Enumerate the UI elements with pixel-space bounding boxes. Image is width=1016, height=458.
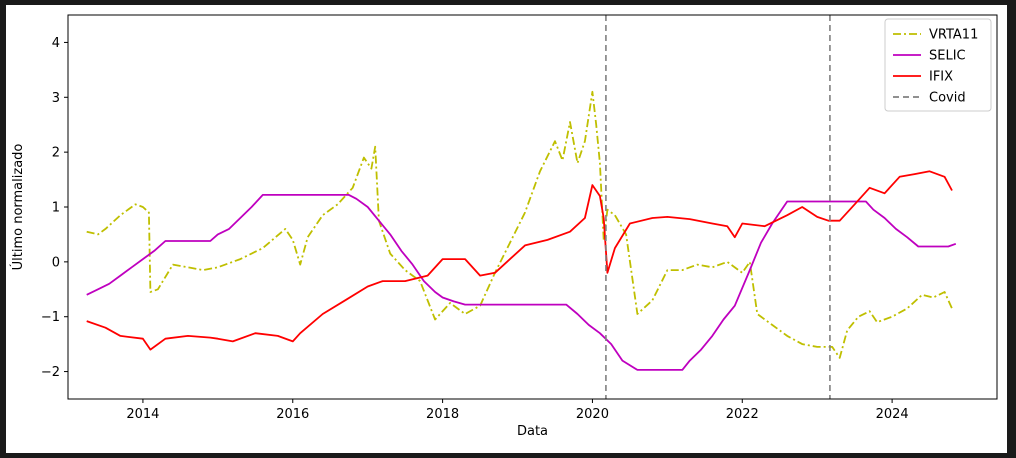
y-tick-label: 1: [52, 201, 60, 216]
x-tick-label: 2018: [426, 407, 459, 422]
legend-label-covid: Covid: [929, 91, 966, 106]
y-tick-label: 2: [52, 146, 60, 161]
line-chart: 2014 2016 2018 2020 2022 2024 −2 −1 0 1 2 3 4 Data Ú…: [10, 14, 998, 439]
legend-label-vrta11: VRTA11: [929, 28, 978, 43]
y-axis-label: Último normalizado: [10, 144, 26, 271]
y-tick-label: 4: [52, 36, 60, 51]
legend-box: [884, 18, 992, 112]
legend-label-ifix: IFIX: [929, 70, 953, 85]
legend: VRTA11 SELIC IFIX Covid: [884, 18, 992, 112]
y-tick-label: 0: [52, 255, 60, 270]
x-axis-label: Data: [517, 424, 548, 439]
plot-area: [67, 14, 998, 400]
x-tick-label: 2016: [276, 407, 309, 422]
x-tick-label: 2014: [126, 407, 159, 422]
x-tick-label: 2024: [876, 407, 909, 422]
series-line-selic: [86, 193, 957, 371]
legend-label-selic: SELIC: [929, 49, 966, 64]
y-tick-label: −1: [41, 310, 60, 325]
series-line-vrta11: [86, 90, 953, 359]
chart-canvas: 2014 2016 2018 2020 2022 2024 −2 −1 0 1 2 3 4 Data Ú…: [6, 5, 1007, 453]
x-tick-label: 2022: [726, 407, 759, 422]
x-tick-label: 2020: [576, 407, 609, 422]
plot-frame: [67, 14, 998, 400]
axis-ticks: 2014 2016 2018 2020 2022 2024 −2 −1 0 1 2 3 4: [41, 36, 909, 422]
y-tick-label: −2: [41, 365, 60, 380]
y-tick-label: 3: [52, 91, 60, 106]
series-line-ifix: [86, 170, 953, 351]
